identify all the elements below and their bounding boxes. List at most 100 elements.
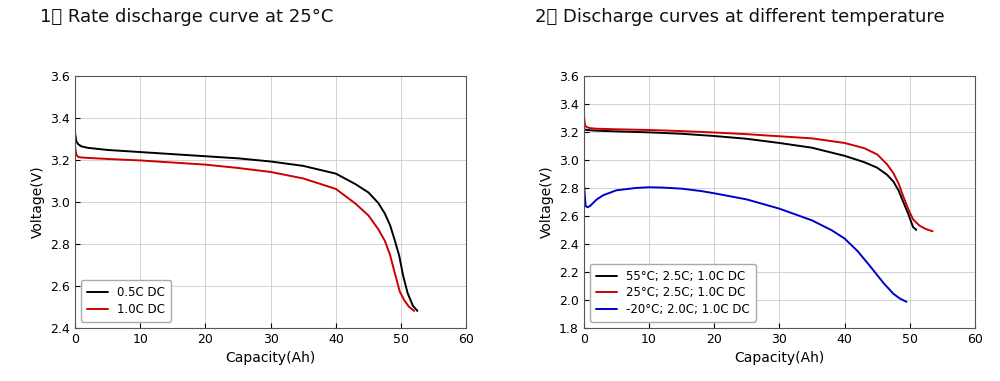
Y-axis label: Voltage(V): Voltage(V) (539, 166, 553, 238)
1.0C DC (82, 155, 94, 160)
0.5C DC (82, 146, 94, 150)
25°C; 2.5C; 1.0C DC (741, 132, 753, 136)
1.0C DC (394, 289, 406, 294)
1.0C DC (408, 309, 420, 313)
0.5C DC (411, 309, 423, 313)
55°C; 2.5C; 1.0C DC (871, 165, 883, 170)
-20°C; 2.0C; 1.0C DC (773, 207, 785, 211)
1.0C DC (69, 144, 81, 149)
0.5C DC (362, 190, 374, 195)
-20°C; 2.0C; 1.0C DC (826, 228, 838, 232)
25°C; 2.5C; 1.0C DC (676, 129, 688, 133)
Y-axis label: Voltage(V): Voltage(V) (31, 166, 45, 238)
0.5C DC (265, 159, 277, 164)
Line: 0.5C DC: 0.5C DC (75, 133, 417, 311)
1.0C DC (265, 170, 277, 174)
55°C; 2.5C; 1.0C DC (578, 127, 590, 131)
25°C; 2.5C; 1.0C DC (881, 162, 893, 166)
55°C; 2.5C; 1.0C DC (773, 141, 785, 145)
-20°C; 2.0C; 1.0C DC (630, 186, 642, 190)
0.5C DC (330, 171, 342, 176)
25°C; 2.5C; 1.0C DC (579, 123, 591, 128)
Line: 1.0C DC: 1.0C DC (75, 146, 414, 311)
0.5C DC (232, 156, 244, 161)
-20°C; 2.0C; 1.0C DC (894, 296, 906, 301)
0.5C DC (402, 291, 414, 295)
0.5C DC (72, 142, 84, 147)
1.0C DC (330, 187, 342, 191)
0.5C DC (372, 201, 384, 205)
1.0C DC (372, 227, 384, 231)
55°C; 2.5C; 1.0C DC (591, 128, 603, 133)
55°C; 2.5C; 1.0C DC (897, 200, 909, 204)
0.5C DC (384, 223, 396, 227)
-20°C; 2.0C; 1.0C DC (852, 249, 864, 253)
0.5C DC (76, 144, 88, 149)
55°C; 2.5C; 1.0C DC (708, 134, 720, 138)
55°C; 2.5C; 1.0C DC (881, 172, 893, 177)
0.5C DC (407, 303, 419, 308)
25°C; 2.5C; 1.0C DC (927, 229, 939, 234)
1.0C DC (384, 253, 396, 257)
X-axis label: Capacity(Ah): Capacity(Ah) (734, 351, 824, 365)
-20°C; 2.0C; 1.0C DC (887, 291, 899, 296)
Line: 25°C; 2.5C; 1.0C DC: 25°C; 2.5C; 1.0C DC (584, 113, 933, 231)
-20°C; 2.0C; 1.0C DC (582, 205, 594, 210)
0.5C DC (297, 163, 309, 168)
25°C; 2.5C; 1.0C DC (907, 217, 919, 222)
-20°C; 2.0C; 1.0C DC (839, 236, 851, 241)
0.5C DC (102, 148, 114, 152)
55°C; 2.5C; 1.0C DC (581, 128, 593, 132)
-20°C; 2.0C; 1.0C DC (578, 178, 590, 182)
-20°C; 2.0C; 1.0C DC (676, 186, 688, 191)
25°C; 2.5C; 1.0C DC (610, 127, 622, 131)
-20°C; 2.0C; 1.0C DC (587, 200, 599, 205)
25°C; 2.5C; 1.0C DC (591, 126, 603, 131)
-20°C; 2.0C; 1.0C DC (878, 281, 890, 285)
0.5C DC (167, 152, 179, 157)
25°C; 2.5C; 1.0C DC (773, 134, 785, 139)
55°C; 2.5C; 1.0C DC (584, 128, 596, 133)
-20°C; 2.0C; 1.0C DC (656, 185, 668, 190)
25°C; 2.5C; 1.0C DC (914, 223, 926, 228)
1.0C DC (349, 201, 361, 206)
55°C; 2.5C; 1.0C DC (887, 179, 899, 184)
25°C; 2.5C; 1.0C DC (893, 181, 905, 186)
55°C; 2.5C; 1.0C DC (910, 227, 922, 232)
25°C; 2.5C; 1.0C DC (902, 207, 914, 212)
55°C; 2.5C; 1.0C DC (676, 131, 688, 136)
Legend: 55°C; 2.5C; 1.0C DC, 25°C; 2.5C; 1.0C DC, -20°C; 2.0C; 1.0C DC: 55°C; 2.5C; 1.0C DC, 25°C; 2.5C; 1.0C DC… (590, 264, 756, 322)
-20°C; 2.0C; 1.0C DC (643, 185, 655, 189)
-20°C; 2.0C; 1.0C DC (610, 188, 622, 193)
25°C; 2.5C; 1.0C DC (806, 136, 818, 141)
1.0C DC (389, 270, 401, 274)
Line: -20°C; 2.0C; 1.0C DC: -20°C; 2.0C; 1.0C DC (584, 180, 907, 302)
-20°C; 2.0C; 1.0C DC (597, 193, 609, 197)
0.5C DC (134, 150, 146, 154)
55°C; 2.5C; 1.0C DC (902, 212, 914, 217)
1.0C DC (362, 213, 374, 218)
1.0C DC (76, 155, 88, 160)
1.0C DC (70, 152, 82, 157)
55°C; 2.5C; 1.0C DC (741, 136, 753, 141)
-20°C; 2.0C; 1.0C DC (741, 197, 753, 202)
Line: 55°C; 2.5C; 1.0C DC: 55°C; 2.5C; 1.0C DC (584, 129, 916, 230)
55°C; 2.5C; 1.0C DC (893, 189, 905, 193)
25°C; 2.5C; 1.0C DC (708, 130, 720, 135)
1.0C DC (199, 162, 211, 167)
0.5C DC (70, 139, 82, 143)
25°C; 2.5C; 1.0C DC (581, 125, 593, 130)
0.5C DC (199, 154, 211, 158)
0.5C DC (69, 130, 81, 135)
55°C; 2.5C; 1.0C DC (610, 129, 622, 134)
0.5C DC (393, 253, 405, 258)
25°C; 2.5C; 1.0C DC (578, 111, 590, 115)
Text: 2、 Discharge curves at different temperature: 2、 Discharge curves at different tempera… (535, 8, 945, 26)
25°C; 2.5C; 1.0C DC (643, 128, 655, 132)
-20°C; 2.0C; 1.0C DC (708, 191, 720, 195)
1.0C DC (167, 160, 179, 165)
Legend: 0.5C DC, 1.0C DC: 0.5C DC, 1.0C DC (81, 280, 171, 322)
-20°C; 2.0C; 1.0C DC (806, 218, 818, 223)
1.0C DC (398, 298, 410, 303)
1.0C DC (297, 176, 309, 181)
